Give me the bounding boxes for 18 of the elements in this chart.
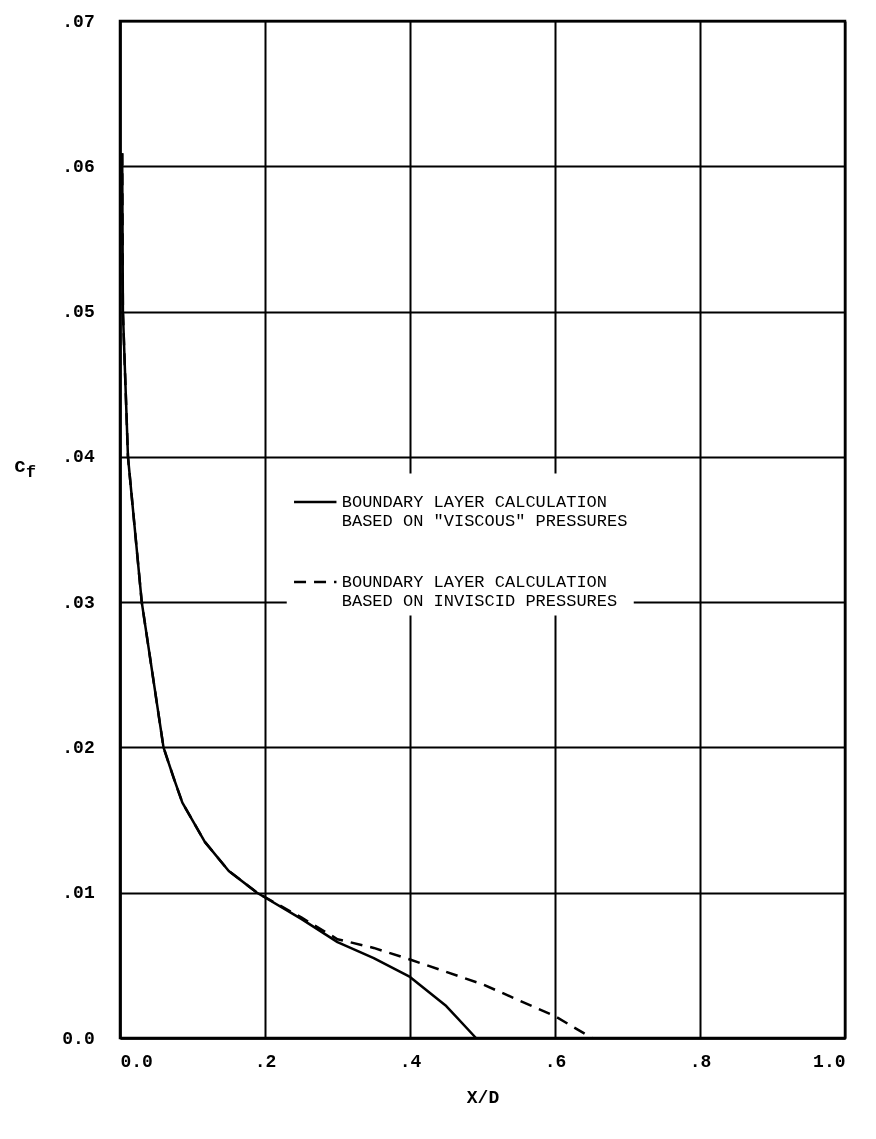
x-tick-label: .2 xyxy=(254,1051,277,1072)
y-tick-label: .06 xyxy=(62,156,95,177)
y-tick-label: .01 xyxy=(62,883,95,904)
y-tick-label: 0.0 xyxy=(62,1028,95,1049)
y-axis-title: c$_{f}$ xyxy=(14,455,37,482)
x-tick-label: 0.0 xyxy=(120,1051,153,1072)
x-tick-label: .8 xyxy=(689,1051,712,1072)
x-tick-label: .4 xyxy=(399,1051,422,1072)
y-tick-label: .02 xyxy=(62,737,95,758)
y-tick-label: .05 xyxy=(62,302,95,323)
x-tick-label: 1.0 xyxy=(813,1051,846,1072)
y-tick-label: .03 xyxy=(62,592,95,613)
x-axis-title: X/D xyxy=(466,1087,500,1108)
y-tick-label: .07 xyxy=(62,11,95,32)
x-tick-label: .6 xyxy=(544,1051,567,1072)
y-tick-label: .04 xyxy=(62,447,95,468)
legend-label: BOUNDARY LAYER CALCULATION BASED ON "VISCOUS" PRESSURES xyxy=(341,493,628,532)
legend-label: BOUNDARY LAYER CALCULATION BASED ON INVISCID PRESSURES xyxy=(341,573,618,612)
